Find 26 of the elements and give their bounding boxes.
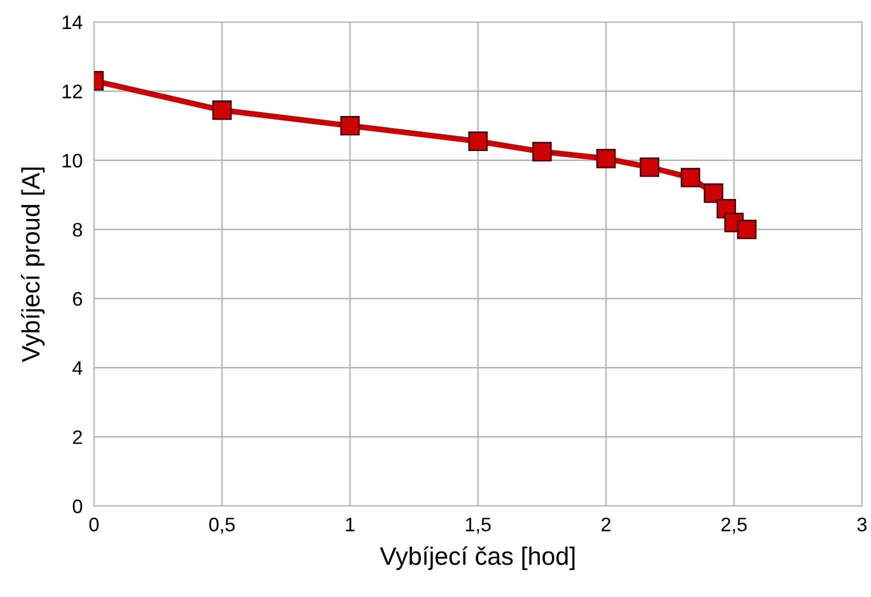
x-axis-title: Vybíjecí čas [hod]: [380, 546, 574, 570]
y-tick-label: 8: [72, 222, 82, 237]
point: [704, 183, 724, 203]
x-tick-label: 0,5: [209, 518, 235, 534]
point: [468, 132, 488, 151]
x-tick-label: 1,5: [466, 518, 491, 534]
y-tick-label: 10: [62, 154, 82, 168]
y-tick-label: 14: [62, 16, 82, 30]
y-axis-title: Vybíjecí proud [A]: [21, 168, 45, 362]
point: [340, 116, 360, 136]
x-tick-label: 2,5: [721, 518, 747, 534]
y-tick-label: 12: [62, 84, 82, 98]
point: [640, 157, 660, 177]
point: [737, 220, 757, 240]
y-tick-label: 0: [72, 499, 82, 514]
point: [212, 100, 232, 120]
point: [680, 168, 700, 188]
x-tick-label: 3: [857, 518, 867, 532]
x-tick-label: 2: [602, 518, 610, 532]
y-tick-label: 6: [73, 292, 82, 306]
point: [596, 148, 616, 168]
point: [532, 142, 552, 162]
x-tick-label: 0: [89, 518, 99, 532]
y-tick-label: 2: [73, 430, 82, 444]
y-tick-label: 4: [72, 361, 82, 375]
x-tick-label: 1: [346, 518, 354, 532]
